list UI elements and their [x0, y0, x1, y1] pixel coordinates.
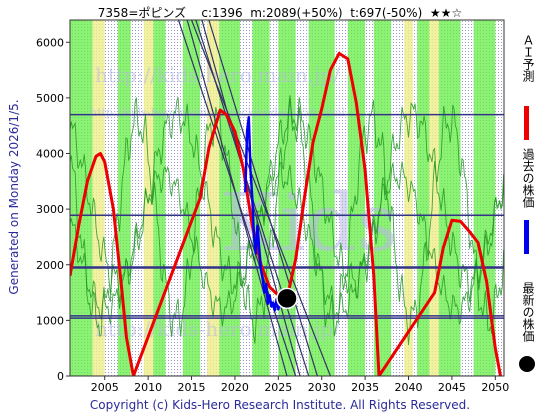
y-tick-label: 0 [57, 370, 64, 383]
x-tick-label: 2050 [481, 381, 509, 394]
stock-code-name: 7358=ポピンズ [97, 6, 187, 20]
support-lines [70, 113, 504, 319]
current-price: c:1396 [201, 6, 243, 20]
y-tick-label: 6000 [36, 36, 64, 49]
latest-price-marker [276, 287, 298, 310]
legend-past-price-label: 過去の株価 [521, 148, 535, 208]
x-tick-label: 2020 [221, 381, 249, 394]
x-tick-label: 2015 [178, 381, 206, 394]
trend-line-3 [201, 20, 301, 376]
trend-line-1 [186, 20, 288, 376]
y-tick-label: 5000 [36, 92, 64, 105]
legend-latest-price-marker [519, 356, 535, 372]
x-tick-label: 2005 [91, 381, 119, 394]
band-15 [429, 20, 439, 376]
x-tick-label: 2010 [134, 381, 162, 394]
trend-line-5 [190, 20, 331, 376]
y-axis: 0 1000 2000 3000 4000 5000 6000 [36, 36, 70, 383]
band-12 [373, 20, 392, 376]
y-tick-label: 4000 [36, 148, 64, 161]
x-tick-label: 2040 [395, 381, 423, 394]
legend-past-price-swatch [524, 220, 529, 254]
target-price: t:697(-50%) [350, 6, 423, 20]
legend-ai-forecast-swatch [524, 106, 529, 140]
legend-latest-price-label: 最新の株価 [521, 282, 535, 342]
legend-ai-forecast-label: ＡＩ予測 [521, 34, 535, 82]
band-4 [153, 20, 166, 376]
series-layer [70, 51, 502, 376]
plot-frame [69, 19, 505, 377]
y-tick-label: 2000 [36, 259, 64, 272]
y-tick-label: 1000 [36, 314, 64, 327]
copyright-footer: Copyright (c) Kids-Hero Research Institu… [89, 398, 471, 412]
x-tick-label: 2025 [264, 381, 292, 394]
x-tick-label: 2035 [351, 381, 379, 394]
band-1 [92, 20, 105, 376]
oscillator-line-1 [70, 161, 504, 327]
x-tick-label: 2045 [438, 381, 466, 394]
band-14 [417, 20, 430, 376]
x-axis: 2005 2010 2015 2020 2025 2030 2035 2040 2045 2050 [91, 376, 509, 394]
trend-line-4 [208, 20, 318, 376]
legend: ＡＩ予測 過去の株価 最新の株価 [504, 20, 560, 390]
watermark-url-bottom: http://kids-hero.main.jp/ [95, 317, 340, 341]
oscillator-line-0 [70, 95, 504, 303]
y-tick-label: 3000 [36, 203, 64, 216]
x-tick-label: 2030 [308, 381, 336, 394]
chart-header: 7358=ポピンズ c:1396 m:2089(+50%) t:697(-50%… [0, 4, 560, 21]
band-0 [70, 20, 93, 376]
mid-price: m:2089(+50%) [250, 6, 343, 20]
rating-stars: ★★☆ [429, 6, 463, 20]
